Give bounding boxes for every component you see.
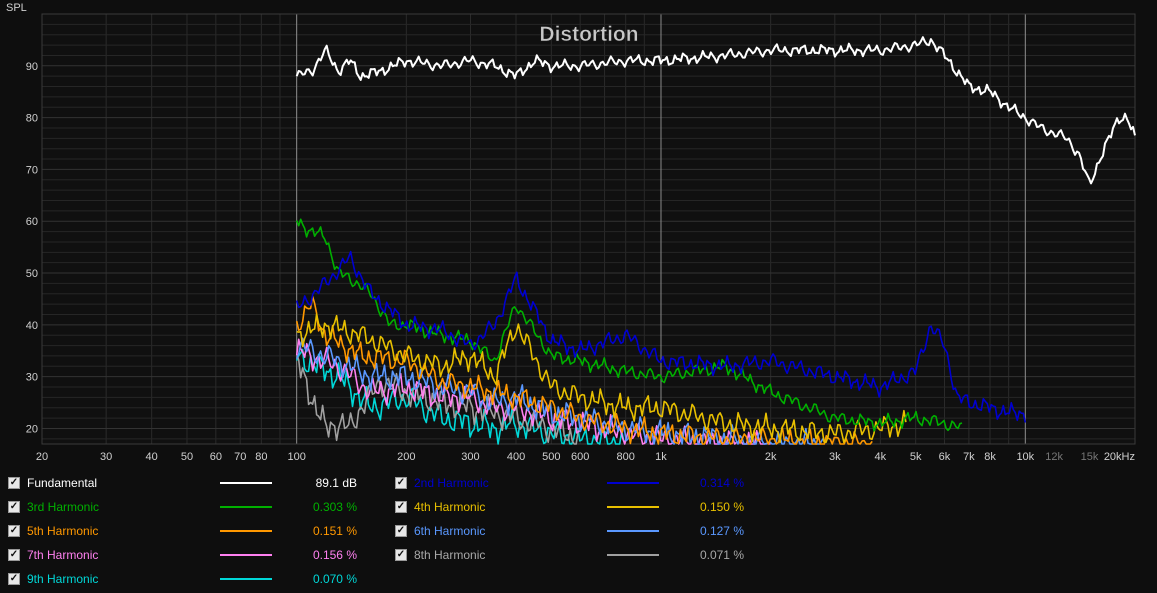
legend-line-swatch (607, 506, 659, 508)
legend-item-fundamental[interactable]: ✓ Fundamental 89.1 dB (8, 474, 368, 492)
grid (41, 13, 1136, 445)
y-tick-label: 70 (26, 164, 38, 176)
x-tick-label: 200 (397, 451, 415, 463)
legend-value: 0.151 % (312, 524, 357, 538)
x-tick-label: 1k (655, 451, 667, 463)
legend-line-swatch (607, 530, 659, 532)
legend-line-swatch (220, 482, 272, 484)
legend-item-9th-harmonic[interactable]: ✓ 9th Harmonic 0.070 % (8, 570, 368, 588)
legend-checkbox[interactable]: ✓ (8, 501, 20, 513)
series-line-9th-harmonic (295, 348, 627, 445)
y-tick-label: 50 (26, 268, 38, 280)
legend-line-swatch (607, 482, 659, 484)
legend-item-7th-harmonic[interactable]: ✓ 7th Harmonic 0.156 % (8, 546, 368, 564)
x-tick-label: 3k (829, 451, 841, 463)
x-tick-label: 5k (910, 451, 922, 463)
legend-line-swatch (220, 578, 272, 580)
legend-item-2nd-harmonic[interactable]: ✓ 2nd Harmonic 0.314 % (395, 474, 755, 492)
series-line-8th-harmonic (295, 353, 581, 445)
x-tick-label: 2k (765, 451, 777, 463)
legend-checkbox[interactable]: ✓ (395, 501, 407, 513)
y-tick-label: 30 (26, 372, 38, 384)
x-tick-label: 12k (1045, 451, 1063, 463)
series-line-6th-harmonic (295, 337, 825, 445)
legend-item-4th-harmonic[interactable]: ✓ 4th Harmonic 0.150 % (395, 498, 755, 516)
series-line-4th-harmonic (296, 313, 907, 444)
x-tick-label: 15k (1081, 451, 1099, 463)
x-tick-label: 500 (542, 451, 560, 463)
legend-label: 4th Harmonic (414, 500, 486, 514)
x-tick-label: 60 (210, 451, 222, 463)
x-tick-label: 300 (461, 451, 479, 463)
x-tick-label: 4k (875, 451, 887, 463)
legend-label: 8th Harmonic (414, 548, 486, 562)
x-tick-label: 6k (939, 451, 951, 463)
series-line-2nd-harmonic (295, 250, 1027, 423)
legend-value: 0.070 % (312, 572, 357, 586)
legend-line-swatch (220, 530, 272, 532)
legend-item-6th-harmonic[interactable]: ✓ 6th Harmonic 0.127 % (395, 522, 755, 540)
x-tick-label: 40 (146, 451, 158, 463)
legend-checkbox[interactable]: ✓ (8, 477, 20, 489)
series-line-fundamental (295, 36, 1136, 185)
legend-line-swatch (220, 554, 272, 556)
legend-checkbox[interactable]: ✓ (395, 525, 407, 537)
legend-value: 0.314 % (699, 476, 744, 490)
x-tick-label: 10k (1016, 451, 1034, 463)
legend-value: 0.156 % (312, 548, 357, 562)
legend-value: 0.150 % (699, 500, 744, 514)
y-tick-label: 90 (26, 61, 38, 73)
legend-value: 89.1 dB (315, 476, 357, 490)
legend-label: Fundamental (27, 476, 98, 490)
x-tick-label: 70 (234, 451, 246, 463)
x-axis-labels: 20 30 40 50 60 70 80 100 200 300 400 500 600 800 1k 2k 3… (36, 451, 1135, 463)
x-tick-label: 100 (287, 451, 305, 463)
legend-checkbox[interactable]: ✓ (8, 549, 20, 561)
x-tick-label: 8k (984, 451, 996, 463)
y-tick-label: 40 (26, 320, 38, 332)
chart-title: Distortion (539, 23, 638, 46)
distortion-chart: 20 30 40 50 60 70 80 100 200 300 400 500 600 800 1k 2k 3… (6, 2, 1136, 463)
x-tick-label: 80 (255, 451, 267, 463)
legend-value: 0.127 % (699, 524, 744, 538)
legend-label: 2nd Harmonic (414, 476, 489, 490)
x-tick-label: 600 (571, 451, 589, 463)
x-tick-label: 800 (617, 451, 635, 463)
x-tick-label: 20 (36, 451, 48, 463)
legend-checkbox[interactable]: ✓ (8, 525, 20, 537)
legend-label: 9th Harmonic (27, 572, 99, 586)
plot-area (42, 14, 1135, 444)
y-tick-label: 80 (26, 113, 38, 125)
x-tick-label: 20kHz (1104, 451, 1135, 463)
series-lines (295, 36, 1136, 445)
legend-item-5th-harmonic[interactable]: ✓ 5th Harmonic 0.151 % (8, 522, 368, 540)
legend-label: 3rd Harmonic (27, 500, 100, 514)
series-line-5th-harmonic (295, 295, 873, 445)
legend-label: 5th Harmonic (27, 524, 99, 538)
y-axis-title: SPL (6, 2, 27, 14)
legend-checkbox[interactable]: ✓ (8, 573, 20, 585)
x-tick-label: 30 (100, 451, 112, 463)
y-axis-labels: 20 30 40 50 60 70 80 90 (26, 61, 38, 436)
legend-checkbox[interactable]: ✓ (395, 549, 407, 561)
legend-item-8th-harmonic[interactable]: ✓ 8th Harmonic 0.071 % (395, 546, 755, 564)
legend-label: 6th Harmonic (414, 524, 486, 538)
legend-line-swatch (607, 554, 659, 556)
legend-item-3rd-harmonic[interactable]: ✓ 3rd Harmonic 0.303 % (8, 498, 368, 516)
y-tick-label: 60 (26, 216, 38, 228)
legend-label: 7th Harmonic (27, 548, 99, 562)
legend-value: 0.071 % (699, 548, 744, 562)
x-tick-label: 50 (181, 451, 193, 463)
legend-value: 0.303 % (312, 500, 357, 514)
x-tick-label: 400 (507, 451, 525, 463)
y-tick-label: 20 (26, 423, 38, 435)
legend-line-swatch (220, 506, 272, 508)
legend-checkbox[interactable]: ✓ (395, 477, 407, 489)
x-tick-label: 7k (963, 451, 975, 463)
